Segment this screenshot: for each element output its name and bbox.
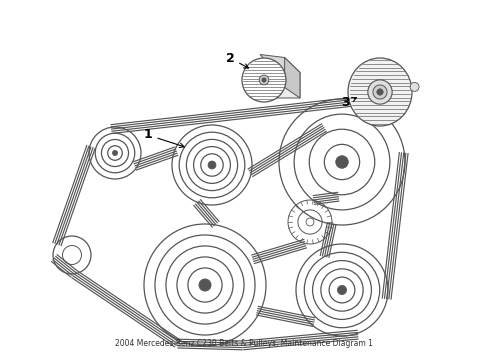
Text: 2004 Mercedes-Benz C230 Belts & Pulleys, Maintenance Diagram 1: 2004 Mercedes-Benz C230 Belts & Pulleys,… xyxy=(115,339,372,348)
Polygon shape xyxy=(260,54,299,72)
Text: 1: 1 xyxy=(143,129,184,148)
Circle shape xyxy=(259,75,268,85)
Polygon shape xyxy=(273,69,299,98)
Circle shape xyxy=(112,150,117,156)
Circle shape xyxy=(199,279,211,291)
Ellipse shape xyxy=(347,58,411,126)
Circle shape xyxy=(376,89,383,95)
Circle shape xyxy=(261,78,265,82)
Polygon shape xyxy=(284,58,299,98)
Circle shape xyxy=(337,285,346,294)
Circle shape xyxy=(207,161,216,169)
Circle shape xyxy=(372,85,386,99)
Circle shape xyxy=(242,58,285,102)
Circle shape xyxy=(335,156,347,168)
Text: 3: 3 xyxy=(340,96,356,109)
Text: 2: 2 xyxy=(225,51,248,68)
Circle shape xyxy=(367,80,391,104)
Circle shape xyxy=(409,82,418,91)
